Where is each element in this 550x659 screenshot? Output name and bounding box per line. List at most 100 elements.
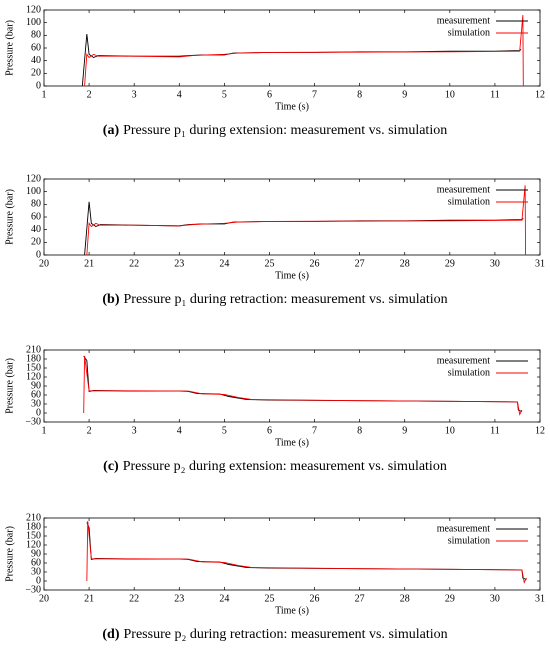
x-tick-label: 2 — [87, 425, 92, 436]
y-tick-label: 180 — [26, 521, 41, 532]
x-tick-label: 3 — [132, 425, 137, 436]
x-tick-label: 9 — [402, 89, 407, 100]
y-axis-label: Pressure (bar) — [4, 20, 15, 76]
x-tick-label: 20 — [39, 593, 49, 604]
data-line — [86, 185, 527, 256]
x-tick-label: 27 — [355, 258, 365, 269]
y-tick-label: 30 — [31, 566, 41, 577]
x-tick-label: 29 — [445, 258, 455, 269]
y-tick-label: 0 — [36, 575, 41, 586]
legend-label: measurement — [437, 184, 491, 195]
y-tick-label: 20 — [31, 68, 41, 79]
x-tick-label: 23 — [174, 593, 184, 604]
y-tick-label: 150 — [26, 530, 41, 541]
x-tick-label: 7 — [312, 89, 317, 100]
x-tick-label: 7 — [312, 425, 317, 436]
data-line — [83, 355, 523, 416]
x-tick-label: 31 — [535, 593, 545, 604]
x-tick-label: 1 — [42, 425, 47, 436]
x-tick-label: 5 — [222, 89, 227, 100]
x-tick-label: 25 — [264, 593, 274, 604]
caption-label: (a) — [103, 123, 120, 138]
caption: (a) Pressure p₁ during extension: measure… — [103, 123, 447, 138]
x-tick-label: 26 — [310, 258, 320, 269]
x-tick-label: 22 — [129, 593, 139, 604]
legend-label: simulation — [448, 196, 490, 207]
x-tick-label: 11 — [490, 89, 500, 100]
y-tick-label: 60 — [31, 211, 41, 222]
data-line — [84, 15, 524, 87]
x-tick-label: 5 — [222, 425, 227, 436]
x-tick-label: 10 — [445, 89, 455, 100]
y-tick-label: 60 — [31, 557, 41, 568]
x-tick-label: 21 — [84, 593, 94, 604]
y-axis-label: Pressure (bar) — [4, 526, 15, 582]
x-tick-label: 9 — [402, 425, 407, 436]
caption: (c) Pressure p₂ during extension: measure… — [103, 459, 447, 474]
y-tick-label: 80 — [31, 30, 41, 41]
x-axis-label: Time (s) — [275, 605, 309, 616]
y-tick-label: 120 — [26, 173, 41, 184]
x-tick-label: 30 — [490, 593, 500, 604]
caption-text: Pressure p₁ during retraction: measureme… — [124, 292, 448, 307]
y-axis-label: Pressure (bar) — [4, 189, 15, 245]
x-tick-label: 24 — [219, 258, 229, 269]
x-tick-label: 26 — [310, 593, 320, 604]
x-tick-label: 12 — [535, 89, 545, 100]
caption-text: Pressure p₂ during extension: measuremen… — [123, 459, 447, 474]
x-tick-label: 27 — [355, 593, 365, 604]
x-tick-label: 23 — [174, 258, 184, 269]
y-tick-label: 100 — [26, 186, 41, 197]
legend-label: measurement — [437, 355, 491, 366]
x-tick-label: 28 — [400, 593, 410, 604]
y-tick-label: 100 — [26, 17, 41, 28]
y-tick-label: 90 — [31, 380, 41, 391]
y-tick-label: 90 — [31, 548, 41, 559]
y-tick-label: −30 — [25, 584, 41, 595]
caption-text: Pressure p₂ during retraction: measureme… — [124, 627, 448, 642]
data-line — [86, 520, 527, 584]
y-tick-label: 0 — [36, 80, 41, 91]
x-tick-label: 10 — [445, 425, 455, 436]
y-tick-label: 30 — [31, 398, 41, 409]
y-tick-label: 210 — [26, 344, 41, 355]
y-tick-label: 120 — [26, 539, 41, 550]
y-tick-label: 150 — [26, 362, 41, 373]
y-axis-label: Pressure (bar) — [4, 358, 15, 414]
x-tick-label: 3 — [132, 89, 137, 100]
x-tick-label: 2 — [87, 89, 92, 100]
data-line — [81, 34, 522, 87]
y-tick-label: 180 — [26, 353, 41, 364]
y-tick-label: 120 — [26, 4, 41, 15]
y-tick-label: 210 — [26, 512, 41, 523]
x-tick-label: 8 — [357, 89, 362, 100]
x-tick-label: 31 — [535, 258, 545, 269]
legend-label: simulation — [448, 27, 490, 38]
y-tick-label: 0 — [36, 407, 41, 418]
y-tick-label: 20 — [31, 237, 41, 248]
x-tick-label: 20 — [39, 258, 49, 269]
caption: (d) Pressure p₂ during retraction: measur… — [102, 627, 447, 642]
y-tick-label: 0 — [36, 249, 41, 260]
x-tick-label: 24 — [219, 593, 229, 604]
y-tick-label: −30 — [25, 416, 41, 427]
y-tick-label: 60 — [31, 42, 41, 53]
x-axis-label: Time (s) — [275, 437, 309, 448]
x-tick-label: 25 — [264, 258, 274, 269]
x-axis-label: Time (s) — [275, 270, 309, 281]
x-axis-label: Time (s) — [275, 101, 309, 112]
caption-text: Pressure p₁ during extension: measuremen… — [123, 123, 447, 138]
x-tick-label: 30 — [490, 258, 500, 269]
y-tick-label: 120 — [26, 371, 41, 382]
caption: (b) Pressure p₁ during retraction: measur… — [102, 292, 447, 307]
caption-label: (d) — [102, 627, 119, 642]
caption-label: (b) — [102, 292, 119, 307]
y-tick-label: 40 — [31, 55, 41, 66]
x-tick-label: 29 — [445, 593, 455, 604]
x-tick-label: 8 — [357, 425, 362, 436]
legend-label: simulation — [448, 535, 490, 546]
caption-label: (c) — [103, 459, 119, 474]
y-tick-label: 40 — [31, 224, 41, 235]
y-tick-label: 60 — [31, 389, 41, 400]
